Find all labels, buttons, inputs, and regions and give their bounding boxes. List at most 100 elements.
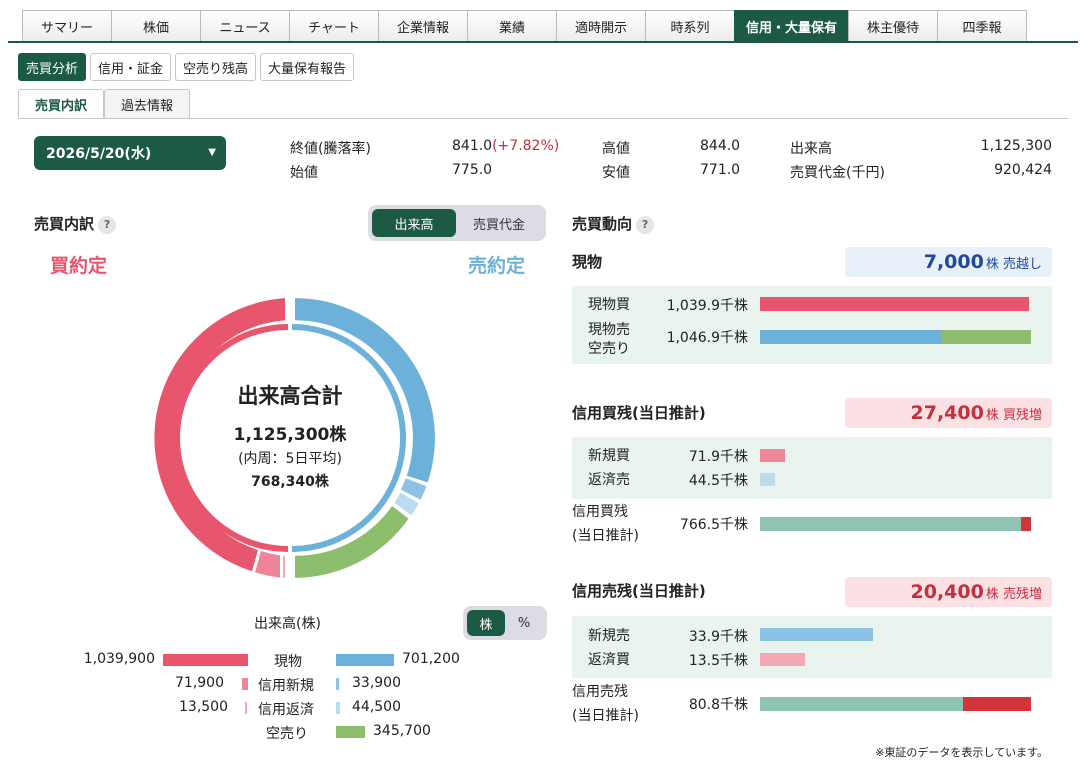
- tab-news[interactable]: ニュース: [200, 10, 290, 42]
- breakdown-title: 売買内訳?: [34, 213, 117, 234]
- high-label: 高値: [602, 141, 630, 157]
- donut-center-sub: (内周：5日平均): [238, 451, 342, 467]
- subtab-large-holding[interactable]: 大量保有報告: [260, 53, 355, 81]
- turnover-value: 920,424: [994, 162, 1052, 178]
- tab-shikiho[interactable]: 四季報: [937, 10, 1027, 42]
- spot-buy-label: 現物買: [588, 297, 630, 313]
- dynamics-title-text: 売買動向: [572, 215, 633, 233]
- tab-trade-breakdown[interactable]: 売買内訳: [18, 89, 105, 119]
- margin-buy-title: 信用買残(当日推計): [572, 404, 706, 422]
- legend-margin-new-label: 信用新規: [258, 678, 314, 694]
- spot-sell-value: 1,046.9千株: [666, 330, 748, 346]
- low-label: 安値: [602, 165, 630, 181]
- chevron-down-icon: ▼: [208, 147, 216, 158]
- margin-sell-balance-bar: [760, 697, 963, 711]
- spot-sell-bar: [760, 330, 941, 344]
- margin-new-sell-label: 新規売: [588, 628, 630, 644]
- margin-buy-balance-label-2: (当日推計): [572, 528, 639, 544]
- close-change: (+7.82%): [492, 138, 560, 154]
- spot-title: 現物: [572, 253, 603, 271]
- tab-summary[interactable]: サマリー: [22, 10, 112, 42]
- sub-tab-bar: 売買分析 信用・証金 空売り残高 大量保有報告: [18, 53, 358, 81]
- close-label: 終値(騰落率): [290, 141, 371, 157]
- legend-margin-repay-buy: 13,500: [179, 699, 228, 715]
- help-icon[interactable]: ?: [98, 215, 117, 234]
- top-tab-divider: [8, 41, 1078, 43]
- help-icon[interactable]: ?: [636, 215, 655, 234]
- donut-center-title: 出来高合計: [237, 384, 343, 408]
- margin-buy-net-unit: 株: [985, 407, 999, 423]
- margin-buy-balance-value: 766.5千株: [679, 517, 748, 533]
- legend-short-label: 空売り: [266, 726, 308, 742]
- legend-spot-sell-bar: [336, 654, 394, 666]
- tab-margin-holdings[interactable]: 信用・大量保有: [734, 10, 849, 42]
- dynamics-title: 売買動向?: [572, 213, 655, 234]
- margin-sell-net-unit: 株: [985, 586, 999, 602]
- tab-disclosure[interactable]: 適時開示: [556, 10, 646, 42]
- legend-margin-new-sell: 33,900: [352, 675, 401, 691]
- margin-sell-net-value: 20,400: [910, 581, 984, 603]
- margin-new-buy-value: 71.9千株: [688, 449, 748, 465]
- open-label: 始値: [290, 165, 318, 181]
- tab-earnings[interactable]: 業績: [467, 10, 557, 42]
- tab-stock-price[interactable]: 株価: [111, 10, 201, 42]
- toggle-percent[interactable]: %: [517, 615, 531, 631]
- spot-net-badge: 7,000 株 売越し: [845, 247, 1052, 277]
- margin-sell-balance-label-1: 信用売残: [572, 684, 628, 700]
- subtab-short-balance[interactable]: 空売り残高: [175, 53, 257, 81]
- tab-chart[interactable]: チャート: [289, 10, 379, 42]
- tab-shareholder-benefits[interactable]: 株主優待: [848, 10, 938, 42]
- date-value: 2026/5/20(水): [46, 146, 152, 162]
- margin-buy-balance-label-1: 信用買残: [572, 504, 628, 520]
- breakdown-toggle: 出来高 売買代金: [368, 205, 546, 241]
- outer-short-segment: [295, 506, 409, 578]
- legend-margin-repay-sell: 44,500: [352, 699, 401, 715]
- legend-spot-sell: 701,200: [402, 651, 460, 667]
- margin-repay-sell-value: 44.5千株: [688, 473, 748, 489]
- tab-company-info[interactable]: 企業情報: [378, 10, 468, 42]
- margin-new-buy-label: 新規買: [588, 448, 630, 464]
- margin-sell-balance-label-2: (当日推計): [572, 708, 639, 724]
- margin-repay-buy-value: 13.5千株: [688, 653, 748, 669]
- toggle-turnover[interactable]: 売買代金: [472, 217, 525, 233]
- margin-buy-increase-bar: [1021, 517, 1031, 531]
- margin-new-sell-bar: [760, 628, 873, 641]
- margin-buy-net-value: 27,400: [910, 402, 984, 424]
- margin-repay-sell-label: 返済売: [588, 472, 630, 488]
- close-value-group: 841.0(+7.82%): [452, 138, 559, 154]
- margin-new-buy-bar: [760, 449, 785, 462]
- footnote: ※東証のデータを表示しています。: [875, 746, 1048, 759]
- margin-buy-balance-bar: [760, 517, 1021, 531]
- legend-spot-buy: 1,039,900: [83, 651, 155, 667]
- subtab-trade-analysis[interactable]: 売買分析: [18, 53, 87, 81]
- high-value: 844.0: [700, 138, 741, 154]
- margin-sell-net-text: 売残増: [1002, 586, 1042, 602]
- spot-sell-label-1: 現物売: [588, 322, 630, 338]
- tab-time-series[interactable]: 時系列: [645, 10, 735, 42]
- low-value: 771.0: [700, 162, 741, 178]
- spot-sell-label-2: 空売り: [588, 341, 630, 357]
- spot-net-unit: 株: [985, 256, 999, 272]
- tab-past-info[interactable]: 過去情報: [104, 89, 191, 119]
- legend-margin-new-sell-bar: [336, 678, 339, 690]
- donut-center-avg: 768,340株: [251, 474, 329, 490]
- legend-title: 出来高(株): [254, 616, 321, 632]
- margin-repay-buy-bar: [760, 653, 805, 666]
- margin-sell-title: 信用売残(当日推計): [572, 582, 706, 600]
- spot-net-value: 7,000: [923, 251, 984, 273]
- volume-value: 1,125,300: [980, 138, 1052, 154]
- date-select[interactable]: 2026/5/20(水) ▼: [34, 136, 226, 170]
- legend-short-bar: [336, 726, 365, 738]
- outer-ring: [154, 298, 435, 578]
- legend-margin-new-buy: 71,900: [175, 675, 224, 691]
- spot-short-bar: [941, 330, 1031, 344]
- legend-margin-repay-sell-bar: [336, 702, 340, 714]
- legend-margin-repay-buy-bar: [245, 702, 247, 714]
- margin-repay-sell-bar: [760, 473, 775, 486]
- top-tab-bar: サマリー 株価 ニュース チャート 企業情報 業績 適時開示 時系列 信用・大量…: [22, 10, 1027, 42]
- toggle-shares[interactable]: 株: [467, 610, 505, 636]
- toggle-volume[interactable]: 出来高: [372, 209, 456, 237]
- detail-tab-divider: [18, 118, 1068, 119]
- subtab-margin-securities[interactable]: 信用・証金: [90, 53, 172, 81]
- spot-buy-bar: [760, 297, 1029, 311]
